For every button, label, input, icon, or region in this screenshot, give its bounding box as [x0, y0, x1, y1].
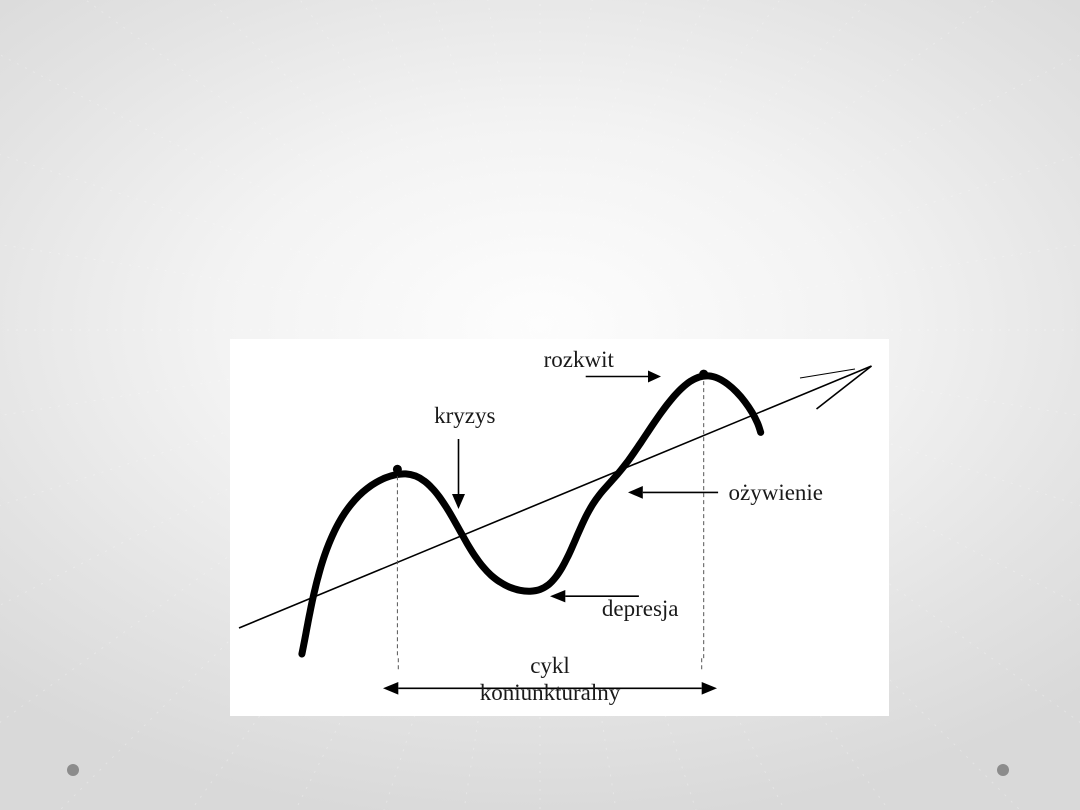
svg-text:ożywienie: ożywienie — [729, 480, 824, 505]
svg-text:rozkwit: rozkwit — [544, 347, 615, 372]
svg-text:kryzys: kryzys — [434, 403, 495, 428]
svg-text:koniunkturalny: koniunkturalny — [480, 680, 621, 705]
svg-text:cykl: cykl — [530, 653, 570, 678]
svg-text:depresja: depresja — [602, 596, 679, 621]
